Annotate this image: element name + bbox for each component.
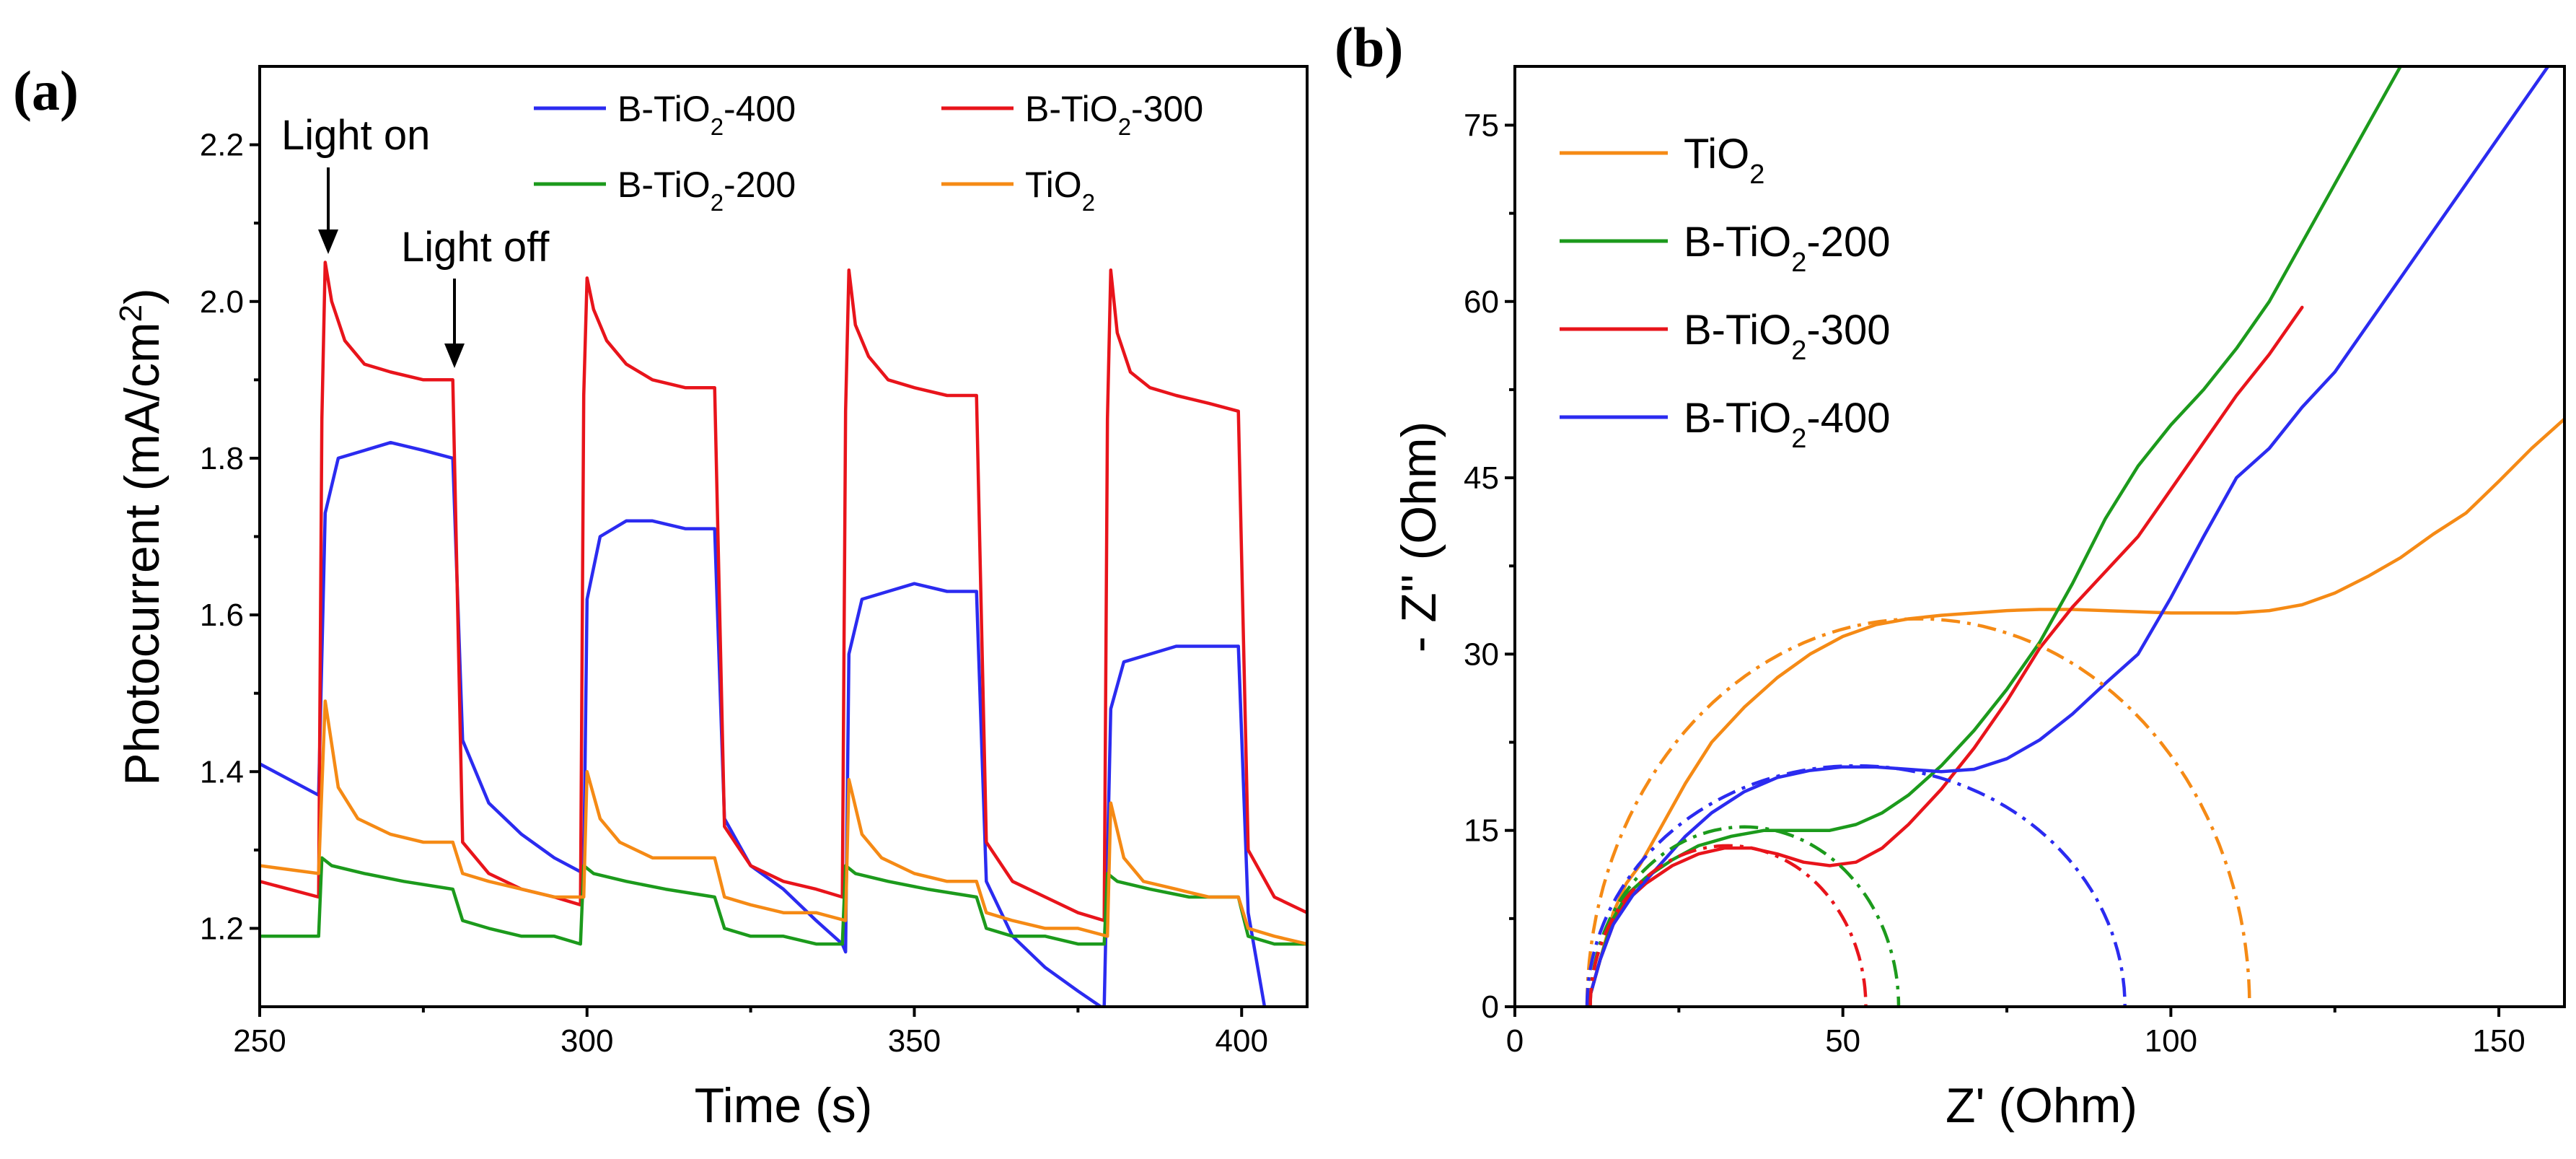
light-on-annotation: Light on (281, 112, 430, 159)
panel-a-xtick-label: 250 (233, 1023, 286, 1059)
panel-a-series-b-tio2-400 (260, 440, 1267, 1007)
panel-b-legend: TiO2 B-TiO2-200 B-TiO2-300 B-TiO2-400 (1560, 131, 1891, 454)
panel-a-legend-label: B-TiO2-400 (617, 89, 796, 140)
panel-a-ytick-label: 1.4 (200, 754, 244, 790)
panel-a-ytick-label: 2.2 (200, 128, 244, 163)
panel-a-legend-label: TiO2 (1025, 165, 1095, 216)
panel-b-ytick-label: 45 (1464, 460, 1499, 496)
panel-a-xtick-label: 350 (888, 1023, 941, 1059)
panel-b-legend-label: TiO2 (1684, 131, 1764, 190)
panel-b-fit-b-tio2-200-fit (1588, 825, 1901, 1007)
panel-b-fit-tio2-fit (1585, 617, 2251, 1007)
panel-a-series-tio2 (260, 699, 1307, 946)
panel-a-frame (258, 65, 1309, 1008)
panel-a-ytick-label: 1.6 (200, 598, 244, 633)
panel-a-ylabel: Photocurrent (mA/cm2) (113, 288, 170, 786)
panel-b-legend-label: B-TiO2-200 (1684, 219, 1891, 278)
light-on-arrowhead (318, 229, 338, 254)
panel-a-ylabel-sup: 2 (113, 305, 149, 322)
panel-b-legend-label: B-TiO2-400 (1684, 395, 1891, 454)
panel-b-ylabel: - Z'' (Ohm) (1392, 421, 1446, 653)
panel-a-legend-label: B-TiO2-200 (617, 165, 796, 216)
panel-b-ytick-label: 0 (1482, 989, 1499, 1025)
panel-b-series-b-tio2-400 (1585, 66, 2550, 1007)
panel-a-plot-area (260, 261, 1307, 1007)
panel-b-frame (1513, 65, 2566, 1008)
light-off-arrowhead (444, 344, 465, 368)
light-off-annotation: Light off (401, 224, 550, 271)
panel-a-label: (a) (13, 59, 79, 122)
panel-b-axes: 0 50 100 150 0 15 30 45 60 75 (1464, 108, 2526, 1059)
panel-b-series-tio2 (1585, 417, 2564, 1007)
panel-a-xlabel: Time (s) (695, 1078, 873, 1133)
panel-b-legend-label: B-TiO2-300 (1684, 307, 1891, 366)
panel-a-legend-label: B-TiO2-300 (1025, 89, 1203, 140)
panel-b-xtick-label: 100 (2145, 1023, 2197, 1059)
panel-a-ylabel-main: Photocurrent (mA/cm (115, 322, 170, 785)
panel-b-nyquist-chart: 0 50 100 150 0 15 30 45 60 75 (b) Z' (Ohm) - Z'' … (1335, 16, 2566, 1133)
panel-a-xtick-label: 400 (1216, 1023, 1268, 1059)
panel-a-xtick-label: 300 (561, 1023, 613, 1059)
panel-b-xtick-label: 150 (2472, 1023, 2525, 1059)
panel-b-fit-b-tio2-300-fit (1588, 844, 1868, 1007)
panel-a-series-b-tio2-200 (260, 856, 1307, 946)
panel-b-ytick-label: 75 (1464, 108, 1499, 143)
panel-a-series-b-tio2-300 (260, 261, 1307, 922)
panel-b-series-b-tio2-200 (1585, 66, 2403, 1007)
panel-a-ytick-label: 1.2 (200, 911, 244, 946)
panel-a-ytick-label: 1.8 (200, 441, 244, 476)
panel-b-ytick-label: 15 (1464, 813, 1499, 849)
panel-a-annotations: Light on Light off (281, 112, 550, 368)
panel-b-fit-b-tio2-400-fit (1585, 764, 2127, 1007)
panel-a-ytick-label: 2.0 (200, 284, 244, 320)
panel-b-xtick-label: 50 (1825, 1023, 1860, 1059)
panel-a-legend: B-TiO2-400 B-TiO2-300 B-TiO2-200 TiO2 (534, 89, 1203, 216)
panel-b-label: (b) (1335, 16, 1403, 79)
panel-b-xlabel: Z' (Ohm) (1946, 1078, 2137, 1133)
panel-b-ytick-label: 30 (1464, 637, 1499, 672)
panel-a-ylabel-close: ) (115, 288, 170, 305)
panel-b-xtick-label: 0 (1506, 1023, 1524, 1059)
panel-a-axes: 250 300 350 400 1.2 1.4 1.6 1.8 2.0 2.2 (200, 128, 1268, 1059)
panel-b-plot-area (1585, 66, 2564, 1007)
panel-b-ytick-label: 60 (1464, 284, 1499, 320)
panel-b-series-b-tio2-300 (1585, 305, 2304, 1007)
panel-a-photocurrent-chart: 250 300 350 400 1.2 1.4 1.6 1.8 2.0 2.2 (a) Time … (13, 59, 1309, 1133)
